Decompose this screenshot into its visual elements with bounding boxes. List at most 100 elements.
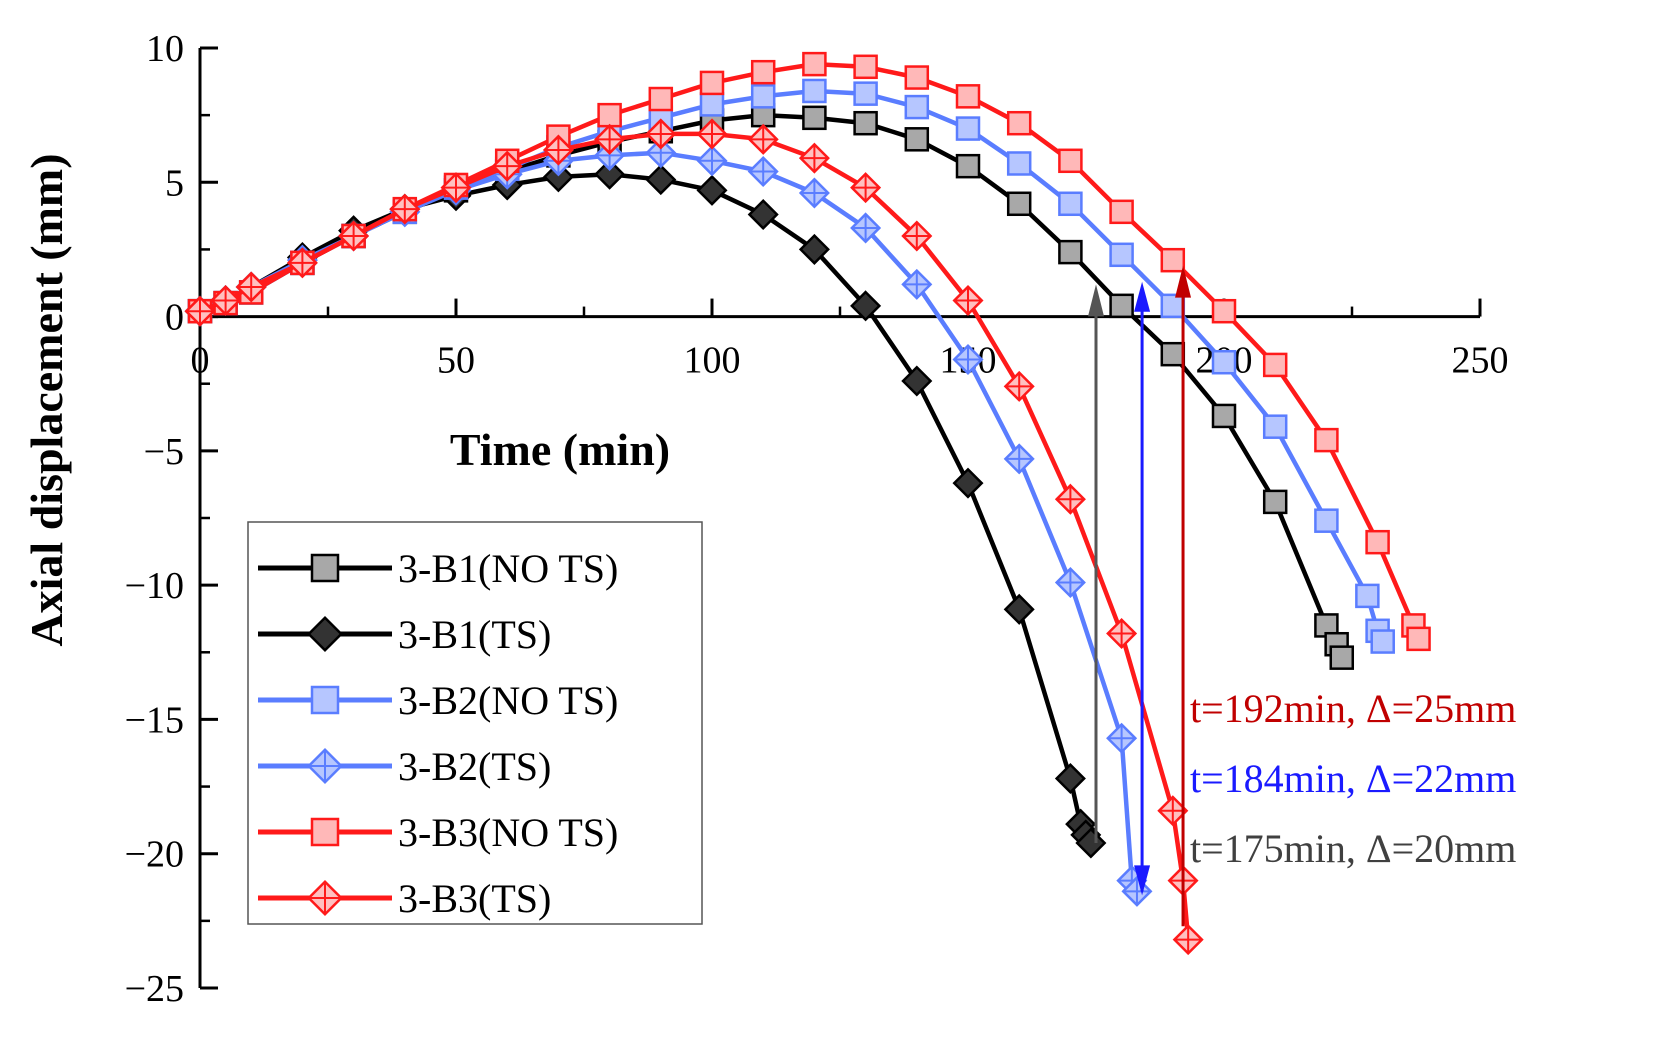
y-tick-label: −10 — [125, 565, 184, 607]
failure-marker-1: t=192min, Δ=25mm — [1175, 265, 1516, 927]
data-point — [1058, 191, 1083, 217]
data-point — [645, 118, 677, 150]
series-line — [199, 171, 1093, 845]
data-point — [802, 105, 827, 131]
data-point — [904, 65, 930, 90]
data-point — [1262, 489, 1288, 515]
data-point — [594, 139, 626, 171]
legend-marker-icon — [310, 685, 340, 715]
y-axis-title: Axial displacement (mm) — [21, 153, 72, 646]
legend-entry-3: 3-B2(NO TS) — [258, 678, 618, 723]
data-point — [1058, 148, 1083, 174]
arrowhead-down-icon — [1134, 865, 1151, 896]
data-point — [853, 110, 878, 136]
legend-entry-6: 3-B3(TS) — [258, 876, 551, 921]
data-point — [1054, 566, 1086, 598]
data-point — [235, 271, 267, 303]
data-point — [542, 161, 574, 193]
data-point — [645, 164, 677, 196]
failure-label: t=192min, Δ=25mm — [1190, 686, 1516, 731]
legend-entry-1: 3-B1(NO TS) — [258, 546, 618, 591]
data-point — [645, 137, 677, 169]
data-point — [952, 344, 984, 376]
legend-marker-icon — [310, 553, 340, 583]
legend-label: 3-B2(NO TS) — [398, 678, 618, 723]
data-point — [1006, 110, 1032, 136]
data-point — [1329, 645, 1355, 670]
series-layer — [184, 51, 1431, 956]
data-point — [1370, 629, 1395, 654]
data-point — [1160, 293, 1186, 319]
data-point — [952, 467, 984, 499]
data-point — [696, 118, 728, 150]
data-point — [594, 123, 626, 155]
legend-box — [247, 521, 703, 925]
y-tick-label: 0 — [165, 297, 184, 339]
data-point — [850, 290, 882, 322]
data-point — [1365, 529, 1390, 555]
data-point — [1006, 151, 1032, 176]
legend-entry-4: 3-B2(TS) — [258, 744, 551, 789]
x-axis-title: Time (min) — [450, 424, 670, 475]
data-point — [1314, 508, 1339, 533]
data-point — [1172, 924, 1204, 956]
data-point — [850, 172, 882, 204]
legend-marker-icon — [306, 615, 344, 653]
data-point — [1075, 827, 1107, 859]
data-point — [1314, 427, 1339, 453]
data-point — [802, 78, 827, 104]
data-point — [699, 70, 725, 96]
y-tick-label: −5 — [144, 431, 184, 473]
data-point — [184, 295, 216, 327]
data-point — [1262, 414, 1288, 439]
data-point — [1003, 443, 1035, 475]
legend-label: 3-B3(TS) — [398, 876, 551, 921]
data-point — [491, 150, 523, 182]
data-point — [1211, 403, 1237, 429]
y-tick-label: −25 — [125, 968, 184, 1010]
failure-marker-3: t=175min, Δ=20mm — [1088, 284, 1516, 871]
data-point — [750, 59, 776, 85]
data-point — [747, 198, 779, 231]
data-point — [338, 220, 370, 252]
legend-label: 3-B3(NO TS) — [398, 810, 618, 855]
data-point — [802, 51, 827, 77]
data-point — [955, 116, 981, 141]
series-6 — [184, 118, 1204, 956]
data-point — [904, 127, 930, 152]
data-point — [210, 284, 242, 316]
failure-marker-2: t=184min, Δ=22mm — [1134, 281, 1516, 896]
y-tick-label: 10 — [146, 28, 184, 70]
legend-marker-icon — [306, 879, 344, 917]
data-point — [594, 158, 626, 190]
legend-label: 3-B1(TS) — [398, 612, 551, 657]
data-point — [798, 233, 830, 265]
data-point — [286, 247, 318, 279]
data-point — [389, 193, 421, 225]
data-point — [952, 284, 984, 316]
legend-marker-icon — [306, 747, 344, 785]
legend: 3-B1(NO TS) 3-B1(TS) 3-B2(NO TS) 3-B2(TS) 3-… — [247, 521, 703, 925]
data-point — [798, 142, 830, 174]
failure-label: t=184min, Δ=22mm — [1190, 756, 1516, 801]
data-point — [853, 54, 878, 80]
y-tick-label: −20 — [125, 834, 184, 876]
data-point — [1160, 247, 1186, 273]
data-point — [648, 86, 674, 112]
data-point — [1003, 370, 1035, 402]
data-point — [1054, 483, 1086, 515]
data-point — [1106, 617, 1138, 650]
data-point — [1406, 626, 1431, 652]
data-point — [1109, 293, 1134, 319]
data-point — [440, 172, 472, 204]
data-point — [696, 145, 728, 177]
data-point — [542, 134, 574, 166]
data-point — [1160, 341, 1186, 367]
data-point — [1262, 352, 1288, 378]
legend-label: 3-B2(TS) — [398, 744, 551, 789]
data-point — [1211, 349, 1237, 375]
data-point — [1109, 199, 1134, 225]
x-tick-label: 0 — [191, 340, 210, 382]
